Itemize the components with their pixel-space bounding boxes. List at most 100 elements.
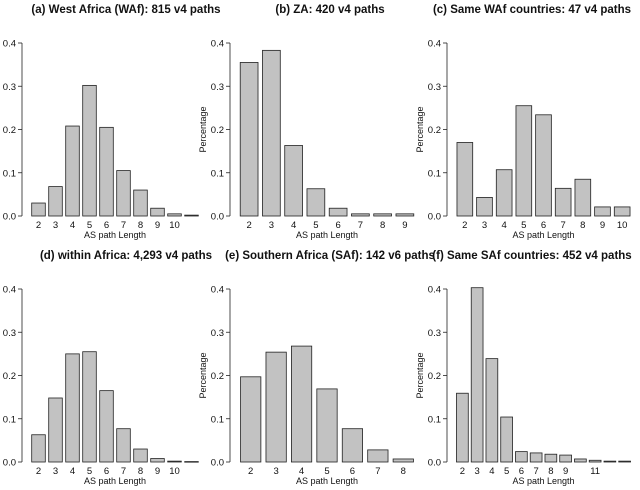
bar-7 [351,213,370,217]
x-tick-label: 5 [313,220,318,231]
bar-3 [265,351,287,463]
y-tick-label: 0.1 [428,414,441,425]
x-tick-label: 6 [541,220,546,231]
y-tick-label: 0.2 [3,371,16,382]
x-axis-label: AS path Length [84,230,146,240]
x-tick-label: 9 [402,220,407,231]
bar-10 [167,460,182,463]
y-tick-label: 0.2 [428,125,441,136]
bar-8 [544,453,558,463]
y-tick-label: 0.1 [428,168,441,179]
chart-title: (a) West Africa (WAf): 815 v4 paths [31,4,220,16]
x-tick-label: 8 [580,220,585,231]
y-tick-label: 0.2 [211,125,224,136]
x-tick-label: 5 [87,466,92,477]
bar-13 [618,460,631,463]
y-tick-label: 0.4 [211,285,224,296]
x-tick-label: 3 [53,466,58,477]
bar-6 [99,390,114,463]
x-tick-label: 9 [600,220,605,231]
bar-8 [574,178,592,217]
x-tick-label: 5 [521,220,526,231]
chart-title: (b) ZA: 420 v4 paths [275,4,384,16]
y-tick-label: 0.3 [211,82,224,93]
y-tick-label: 0.4 [428,39,441,50]
y-tick-label: 0.1 [3,414,16,425]
y-axis-label: Percentage [415,352,425,398]
y-axis-label: Percentage [198,106,208,152]
bar-3 [48,397,63,463]
bar-3 [262,49,281,217]
y-tick-label: 0.1 [3,168,16,179]
chart-panel-3: (c) Same WAf countries: 47 v4 paths 0.0 0.… [415,4,631,240]
x-tick-label: 9 [563,466,568,477]
bar-11 [184,461,199,463]
chart-title: (d) within Africa: 4,293 v4 paths [40,250,212,262]
chart-title: (c) Same WAf countries: 47 v4 paths [433,4,631,16]
bar-6 [515,451,528,463]
x-tick-label: 5 [504,466,509,477]
y-tick-label: 0.2 [211,371,224,382]
x-tick-label: 6 [104,220,109,231]
x-tick-label: 2 [36,220,41,231]
bar-3 [48,186,63,217]
bar-5 [316,388,338,463]
x-tick-label: 3 [474,466,479,477]
chart-panel-4: (d) within Africa: 4,293 v4 paths 0.0 0.1 0… [3,250,212,486]
chart-title: (e) Southern Africa (SAf): 142 v6 paths [225,250,435,262]
x-tick-label: 5 [324,466,329,477]
bar-8 [373,213,392,217]
x-tick-label: 3 [482,220,487,231]
bar-4 [65,353,80,463]
bar-7 [116,428,131,463]
bar-9 [150,207,165,217]
y-tick-label: 0.4 [3,285,16,296]
bar-2 [456,392,469,463]
bar-10 [574,458,587,463]
x-axis-label: AS path Length [84,476,146,486]
y-tick-label: 0.0 [428,212,441,223]
x-tick-label: 7 [375,466,380,477]
x-tick-label: 9 [155,220,160,231]
x-tick-label: 8 [401,466,406,477]
x-tick-label: 2 [248,466,253,477]
bar-7 [554,187,572,217]
x-tick-label: 10 [169,220,180,231]
chart-panel-2: (b) ZA: 420 v4 paths 0.0 0.1 0.2 0.3 0.4 Perce… [198,4,415,240]
bar-9 [395,213,415,217]
x-tick-label: 7 [358,220,363,231]
x-tick-label: 6 [519,466,524,477]
x-tick-label: 3 [273,466,278,477]
bar-3 [470,287,484,463]
chart-panel-6: (f) Same SAf countries: 452 v4 paths 0.0 0… [415,250,632,486]
y-tick-label: 0.3 [3,82,16,93]
bar-6 [328,207,348,217]
bar-6 [341,428,364,463]
x-axis-label: AS path Length [512,230,574,240]
y-tick-label: 0.1 [211,414,224,425]
x-tick-label: 3 [269,220,274,231]
bar-3 [476,196,493,217]
y-tick-label: 0.0 [3,458,16,469]
bar-9 [594,206,611,217]
bar-2 [240,376,262,463]
y-tick-label: 0.0 [211,458,224,469]
bar-8 [133,448,148,463]
y-tick-label: 0.3 [428,82,441,93]
bar-4 [65,125,80,217]
x-tick-label: 6 [350,466,355,477]
bar-4 [290,345,313,463]
bar-5 [306,188,326,217]
y-tick-label: 0.0 [211,212,224,223]
x-tick-label: 8 [548,466,553,477]
y-tick-label: 0.4 [428,285,441,296]
x-tick-label: 2 [460,466,465,477]
bar-8 [133,189,148,217]
x-tick-label: 9 [155,466,160,477]
y-tick-label: 0.3 [3,328,16,339]
bar-6 [99,126,114,217]
y-tick-label: 0.0 [428,458,441,469]
x-tick-label: 4 [70,220,75,231]
y-tick-label: 0.3 [211,328,224,339]
